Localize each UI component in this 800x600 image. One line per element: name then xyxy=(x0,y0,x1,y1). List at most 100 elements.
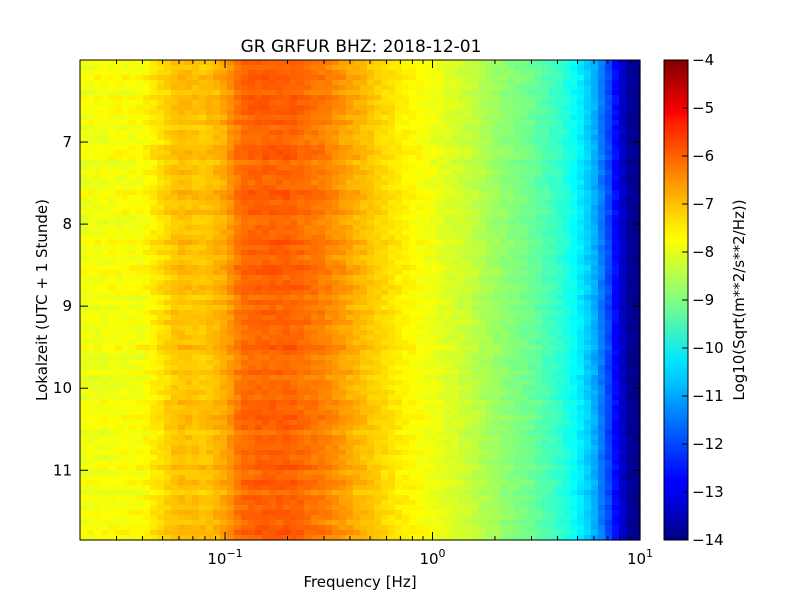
heatmap-cell xyxy=(479,90,487,96)
heatmap-cell xyxy=(143,335,151,341)
heatmap-cell xyxy=(556,350,564,356)
heatmap-cell xyxy=(451,160,459,166)
heatmap-cell xyxy=(220,110,228,116)
heatmap-cell xyxy=(157,245,165,251)
heatmap-cell xyxy=(388,140,396,146)
heatmap-cell xyxy=(388,80,396,86)
heatmap-cell xyxy=(171,370,179,376)
heatmap-cell xyxy=(227,185,235,191)
heatmap-cell xyxy=(115,250,123,256)
heatmap-cell xyxy=(577,225,585,231)
heatmap-cell xyxy=(521,105,529,111)
heatmap-cell xyxy=(395,295,403,301)
heatmap-cell xyxy=(269,70,277,76)
heatmap-cell xyxy=(325,285,333,291)
heatmap-cell xyxy=(374,230,382,236)
heatmap-cell xyxy=(283,205,291,211)
heatmap-cell xyxy=(388,145,396,151)
heatmap-cell xyxy=(150,370,158,376)
heatmap-cell xyxy=(143,325,151,331)
heatmap-cell xyxy=(129,125,137,131)
heatmap-cell xyxy=(493,320,501,326)
heatmap-cell xyxy=(500,230,508,236)
heatmap-cell xyxy=(94,355,102,361)
heatmap-cell xyxy=(549,150,557,156)
heatmap-cell xyxy=(185,60,193,66)
heatmap-cell xyxy=(318,115,326,121)
heatmap-cell xyxy=(542,195,550,201)
heatmap-cell xyxy=(402,170,410,176)
heatmap-cell xyxy=(157,180,165,186)
heatmap-cell xyxy=(304,120,312,126)
heatmap-cell xyxy=(150,140,158,146)
heatmap-cell xyxy=(458,90,466,96)
heatmap-cell xyxy=(556,200,564,206)
heatmap-cell xyxy=(304,130,312,136)
heatmap-cell xyxy=(192,220,200,226)
heatmap-cell xyxy=(241,130,249,136)
heatmap-cell xyxy=(206,310,214,316)
heatmap-cell xyxy=(514,340,522,346)
heatmap-cell xyxy=(304,115,312,121)
heatmap-cell xyxy=(360,65,368,71)
heatmap-cell xyxy=(535,175,543,181)
heatmap-cell xyxy=(430,160,438,166)
heatmap-cell xyxy=(80,125,88,131)
heatmap-cell xyxy=(241,290,249,296)
heatmap-cell xyxy=(367,250,375,256)
heatmap-cell xyxy=(185,280,193,286)
heatmap-cell xyxy=(185,150,193,156)
heatmap-cell xyxy=(157,220,165,226)
heatmap-cell xyxy=(339,175,347,181)
heatmap-cell xyxy=(150,225,158,231)
heatmap-cell xyxy=(80,210,88,216)
heatmap-cell xyxy=(353,185,361,191)
heatmap-cell xyxy=(122,310,130,316)
heatmap-cell xyxy=(269,365,277,371)
heatmap-cell xyxy=(339,230,347,236)
heatmap-cell xyxy=(416,310,424,316)
heatmap-cell xyxy=(213,125,221,131)
heatmap-cell xyxy=(234,240,242,246)
heatmap-cell xyxy=(479,205,487,211)
heatmap-cell xyxy=(290,190,298,196)
heatmap-cell xyxy=(297,245,305,251)
heatmap-cell xyxy=(542,285,550,291)
heatmap-cell xyxy=(290,125,298,131)
heatmap-cell xyxy=(87,355,95,361)
heatmap-cell xyxy=(619,65,627,71)
heatmap-cell xyxy=(262,260,270,266)
heatmap-cell xyxy=(486,110,494,116)
heatmap-cell xyxy=(500,275,508,281)
heatmap-cell xyxy=(346,315,354,321)
heatmap-cell xyxy=(444,215,452,221)
heatmap-cell xyxy=(486,120,494,126)
heatmap-cell xyxy=(262,345,270,351)
heatmap-cell xyxy=(626,150,634,156)
heatmap-cell xyxy=(472,195,480,201)
heatmap-cell xyxy=(318,360,326,366)
heatmap-cell xyxy=(549,65,557,71)
heatmap-cell xyxy=(486,70,494,76)
heatmap-cell xyxy=(535,180,543,186)
heatmap-cell xyxy=(269,145,277,151)
heatmap-cell xyxy=(360,85,368,91)
heatmap-cell xyxy=(465,220,473,226)
heatmap-cell xyxy=(283,335,291,341)
heatmap-cell xyxy=(472,200,480,206)
heatmap-cell xyxy=(514,130,522,136)
heatmap-cell xyxy=(332,275,340,281)
heatmap-cell xyxy=(213,215,221,221)
heatmap-cell xyxy=(493,115,501,121)
heatmap-cell xyxy=(80,350,88,356)
heatmap-cell xyxy=(87,320,95,326)
heatmap-cell xyxy=(199,105,207,111)
heatmap-cell xyxy=(528,315,536,321)
heatmap-cell xyxy=(374,315,382,321)
heatmap-cell xyxy=(332,75,340,81)
heatmap-cell xyxy=(311,180,319,186)
heatmap-cell xyxy=(164,195,172,201)
heatmap-cell xyxy=(325,130,333,136)
heatmap-cell xyxy=(626,185,634,191)
heatmap-cell xyxy=(241,240,249,246)
